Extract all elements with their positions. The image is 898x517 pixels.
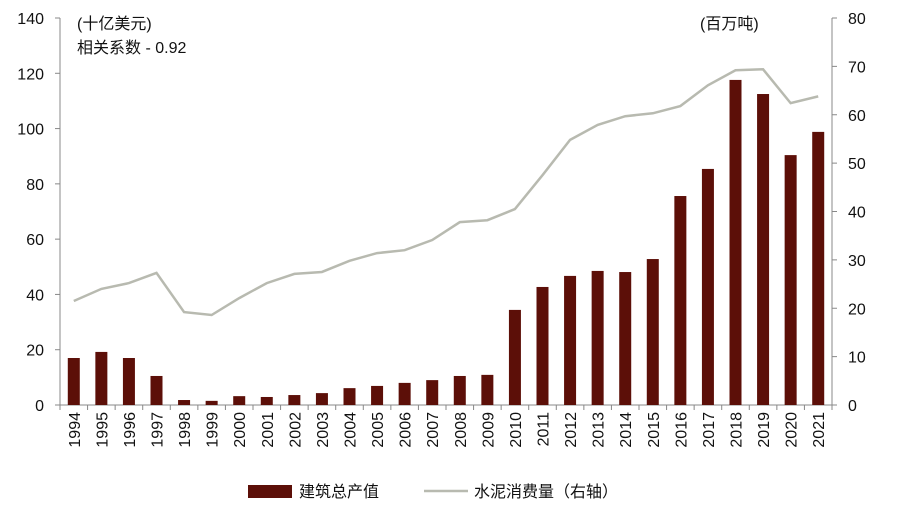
- bar-2017: [701, 168, 714, 405]
- left-tick-label: 0: [35, 398, 44, 415]
- right-tick-label: 40: [848, 205, 866, 222]
- x-tick-label: 2006: [398, 412, 415, 448]
- x-tick-label: 1995: [94, 412, 111, 448]
- bar-2019: [757, 94, 770, 406]
- right-tick-label: 70: [848, 59, 866, 76]
- x-tick-label: 2003: [315, 412, 332, 448]
- bar-2020: [784, 155, 797, 405]
- x-tick-label: 1996: [122, 412, 139, 448]
- x-tick-label: 2001: [260, 412, 277, 448]
- x-tick-label: 1998: [177, 412, 194, 448]
- legend-label-bar: 建筑总产值: [299, 483, 379, 501]
- x-tick-label: 2011: [536, 412, 553, 447]
- series-line-cement: [73, 68, 819, 317]
- x-tick-label: 2016: [673, 412, 690, 448]
- bar-2021: [812, 131, 825, 406]
- bar-2002: [288, 395, 301, 405]
- bar-2009: [481, 374, 494, 405]
- bar-1998: [178, 400, 191, 405]
- right-tick-label: 60: [848, 108, 866, 125]
- axes: [59, 18, 833, 406]
- bar-2004: [343, 388, 356, 405]
- bar-2008: [453, 375, 466, 405]
- right-tick-label: 20: [848, 301, 866, 318]
- x-tick-label: 2009: [480, 412, 497, 448]
- bar-2011: [536, 286, 549, 405]
- bar-2016: [674, 196, 687, 405]
- left-tick-label: 40: [26, 287, 44, 304]
- left-unit-label: (十亿美元): [77, 15, 152, 33]
- right-tick-label: 30: [848, 253, 866, 270]
- bar-2015: [646, 259, 659, 405]
- bar-2018: [729, 79, 742, 406]
- left-tick-label: 100: [17, 122, 44, 139]
- left-tick-label: 120: [17, 66, 44, 83]
- x-tick-label: 1997: [150, 412, 167, 448]
- right-tick-label: 80: [848, 11, 866, 28]
- x-tick-label: 1994: [67, 412, 84, 448]
- bar-2003: [315, 393, 328, 405]
- right-tick-label: 10: [848, 350, 866, 367]
- x-tick-label: 1999: [205, 412, 222, 448]
- x-tick-label: 2013: [591, 412, 608, 448]
- bar-1997: [150, 375, 163, 405]
- left-tick-label: 140: [17, 11, 44, 28]
- left-tick-label: 20: [26, 343, 44, 360]
- x-tick-label: 2015: [646, 412, 663, 448]
- x-tick-label: 2000: [232, 412, 249, 448]
- legend-label-line: 水泥消费量（右轴）: [474, 483, 618, 501]
- x-tick-label: 2019: [756, 412, 773, 448]
- bar-2001: [260, 396, 273, 405]
- x-tick-label: 2005: [370, 412, 387, 448]
- x-tick-label: 2012: [563, 412, 580, 448]
- x-tick-label: 2018: [729, 412, 746, 448]
- bar-1995: [95, 351, 108, 405]
- left-tick-label: 60: [26, 232, 44, 249]
- x-tick-label: 2002: [287, 412, 304, 448]
- legend-swatch-bar: [248, 485, 292, 498]
- legend: 建筑总产值 水泥消费量（右轴）: [248, 483, 618, 501]
- x-tick-label: 2020: [784, 412, 801, 448]
- x-tick-label: 2008: [453, 412, 470, 448]
- x-tick-label: 2014: [618, 412, 635, 448]
- x-tick-label: 2004: [343, 412, 360, 448]
- bar-2012: [564, 275, 577, 405]
- bar-2013: [591, 270, 604, 405]
- bar-2005: [371, 385, 384, 405]
- bar-2006: [398, 382, 411, 405]
- x-tick-label: 2021: [811, 412, 828, 448]
- x-tick-label: 2007: [425, 412, 442, 448]
- right-tick-label: 50: [848, 156, 866, 173]
- bar-2000: [233, 396, 246, 405]
- right-unit-label: (百万吨): [700, 15, 759, 33]
- bar-2007: [426, 380, 439, 405]
- x-tick-label: 2017: [701, 412, 718, 448]
- correlation-annotation: 相关系数 - 0.92: [77, 39, 186, 57]
- x-tick-label: 2010: [508, 412, 525, 448]
- bar-1994: [67, 358, 80, 405]
- right-tick-label: 0: [848, 398, 857, 415]
- bar-1996: [122, 358, 135, 405]
- bar-1999: [205, 400, 218, 405]
- bar-2014: [619, 272, 632, 405]
- left-tick-label: 80: [26, 177, 44, 194]
- bar-2010: [508, 309, 521, 405]
